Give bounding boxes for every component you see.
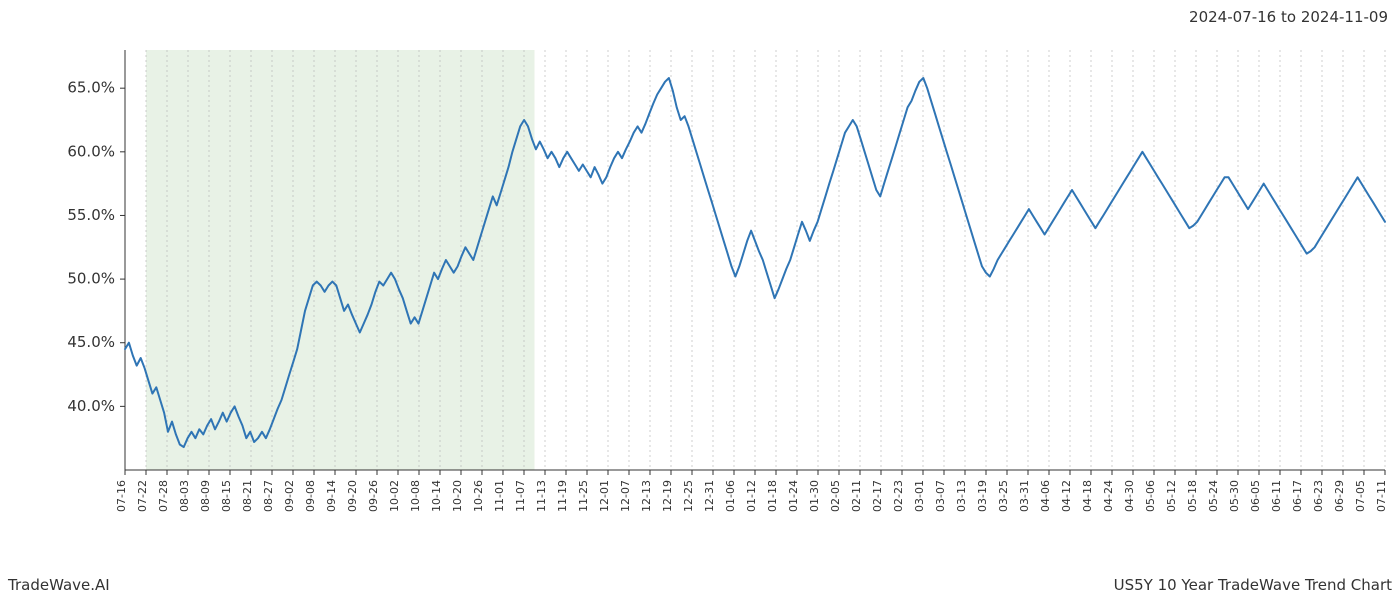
x-tick-label: 05-06 xyxy=(1144,480,1157,512)
x-tick-label: 03-31 xyxy=(1018,480,1031,512)
x-tick-label: 06-17 xyxy=(1291,480,1304,512)
x-tick-label: 09-08 xyxy=(304,480,317,512)
x-tick-label: 08-21 xyxy=(241,480,254,512)
x-tick-label: 04-30 xyxy=(1123,480,1136,512)
x-tick-label: 11-07 xyxy=(514,480,527,512)
x-tick-label: 09-02 xyxy=(283,480,296,512)
x-tick-label: 10-02 xyxy=(388,480,401,512)
highlight-region xyxy=(146,50,535,470)
x-tick-label: 12-13 xyxy=(640,480,653,512)
x-tick-label: 04-06 xyxy=(1039,480,1052,512)
x-tick-label: 01-18 xyxy=(766,480,779,512)
y-tick-label: 65.0% xyxy=(67,79,115,97)
x-tick-label: 05-24 xyxy=(1207,480,1220,512)
x-tick-label: 01-24 xyxy=(787,480,800,512)
x-tick-label: 10-20 xyxy=(451,480,464,512)
x-tick-label: 06-29 xyxy=(1333,480,1346,512)
x-tick-label: 06-11 xyxy=(1270,480,1283,512)
x-tick-label: 08-15 xyxy=(220,480,233,512)
date-range-label: 2024-07-16 to 2024-11-09 xyxy=(1189,8,1388,26)
x-tick-label: 02-17 xyxy=(871,480,884,512)
x-tick-label: 12-25 xyxy=(682,480,695,512)
chart-title-label: US5Y 10 Year TradeWave Trend Chart xyxy=(1114,576,1392,594)
x-tick-label: 03-19 xyxy=(976,480,989,512)
x-tick-label: 10-14 xyxy=(430,480,443,512)
x-tick-label: 05-30 xyxy=(1228,480,1241,512)
y-tick-label: 40.0% xyxy=(67,397,115,415)
x-tick-label: 12-01 xyxy=(598,480,611,512)
x-tick-label: 11-13 xyxy=(535,480,548,512)
x-tick-label: 01-06 xyxy=(724,480,737,512)
x-tick-label: 08-27 xyxy=(262,480,275,512)
x-tick-label: 01-12 xyxy=(745,480,758,512)
x-tick-label: 09-20 xyxy=(346,480,359,512)
x-tick-label: 12-31 xyxy=(703,480,716,512)
x-tick-label: 12-19 xyxy=(661,480,674,512)
x-tick-label: 01-30 xyxy=(808,480,821,512)
x-tick-label: 02-05 xyxy=(829,480,842,512)
x-tick-label: 07-05 xyxy=(1354,480,1367,512)
x-tick-label: 11-01 xyxy=(493,480,506,512)
x-tick-label: 03-25 xyxy=(997,480,1010,512)
x-tick-label: 09-14 xyxy=(325,480,338,512)
y-tick-label: 45.0% xyxy=(67,333,115,351)
x-tick-label: 03-01 xyxy=(913,480,926,512)
x-tick-label: 07-11 xyxy=(1375,480,1388,512)
x-tick-label: 07-28 xyxy=(157,480,170,512)
x-tick-label: 02-23 xyxy=(892,480,905,512)
y-tick-label: 60.0% xyxy=(67,142,115,160)
x-tick-label: 07-22 xyxy=(136,480,149,512)
x-tick-label: 11-25 xyxy=(577,480,590,512)
x-tick-label: 03-13 xyxy=(955,480,968,512)
y-tick-label: 55.0% xyxy=(67,206,115,224)
x-tick-label: 11-19 xyxy=(556,480,569,512)
x-tick-label: 10-08 xyxy=(409,480,422,512)
x-tick-label: 02-11 xyxy=(850,480,863,512)
x-tick-label: 09-26 xyxy=(367,480,380,512)
x-tick-label: 10-26 xyxy=(472,480,485,512)
trend-chart: 40.0% 45.0% 50.0% 55.0% 60.0% 65.0% 07-16 07-22… xyxy=(0,0,1400,580)
y-tick-label: 50.0% xyxy=(67,270,115,288)
x-tick-label: 08-09 xyxy=(199,480,212,512)
x-tick-label: 06-05 xyxy=(1249,480,1262,512)
x-tick-label: 07-16 xyxy=(115,480,128,512)
x-tick-label: 03-07 xyxy=(934,480,947,512)
x-tick-label: 12-07 xyxy=(619,480,632,512)
x-tick-label: 05-12 xyxy=(1165,480,1178,512)
x-tick-label: 06-23 xyxy=(1312,480,1325,512)
x-tick-label: 04-24 xyxy=(1102,480,1115,512)
x-tick-label: 05-18 xyxy=(1186,480,1199,512)
brand-label: TradeWave.AI xyxy=(8,576,110,594)
x-tick-label: 04-18 xyxy=(1081,480,1094,512)
x-tick-label: 04-12 xyxy=(1060,480,1073,512)
x-tick-label: 08-03 xyxy=(178,480,191,512)
